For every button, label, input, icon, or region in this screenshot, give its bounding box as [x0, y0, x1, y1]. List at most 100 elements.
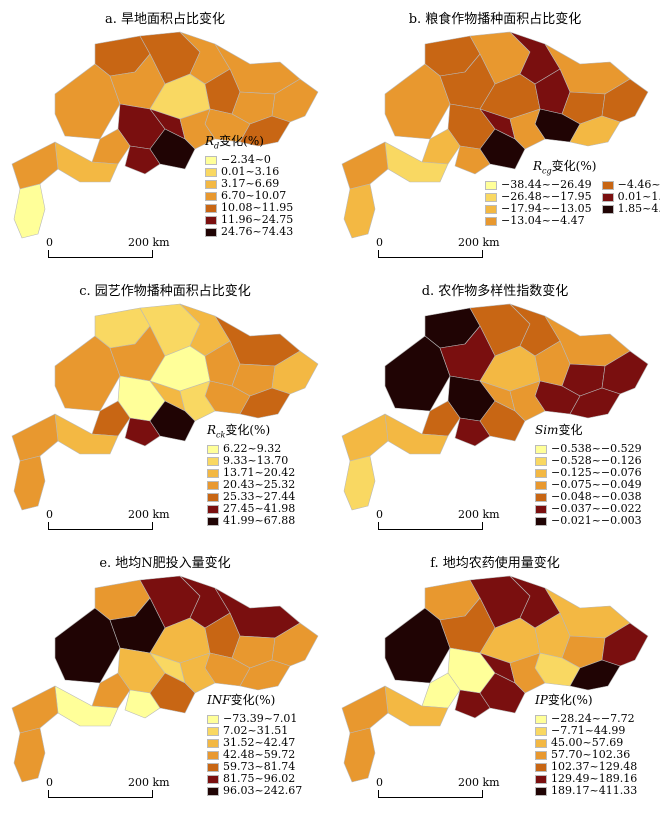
- choropleth-map: [341, 31, 649, 239]
- map-region: [124, 417, 161, 447]
- legend-swatch: [535, 774, 547, 784]
- map-region: [54, 335, 121, 412]
- legend-swatch: [207, 726, 219, 736]
- legend: Rd变化(%) −2.34~0 0.01~3.16 3.17~6.69 6.70…: [205, 135, 293, 238]
- legend-swatch: [485, 204, 497, 214]
- legend-item: 20.43~25.32: [207, 479, 295, 491]
- legend-swatch: [535, 714, 547, 724]
- legend-swatch: [207, 774, 219, 784]
- map-region: [13, 727, 46, 783]
- legend: Rcg变化(%) −38.44~−26.49 −4.46~0 −26.48~−1…: [485, 160, 660, 227]
- map-region: [479, 400, 526, 442]
- legend-swatch: [535, 504, 547, 514]
- legend-item: 24.76~74.43: [205, 226, 293, 238]
- legend-swatch: [535, 762, 547, 772]
- legend-item: 3.17~6.69: [205, 178, 293, 190]
- legend-swatch: [205, 203, 217, 213]
- legend-item: −26.48~−17.95: [485, 191, 592, 203]
- legend-item: 81.75~96.02: [207, 773, 302, 785]
- map-region: [149, 672, 196, 714]
- legend-item: 41.99~67.88: [207, 515, 295, 527]
- map-region: [13, 183, 46, 239]
- legend-item: 189.17~411.33: [535, 785, 637, 797]
- legend-item: −0.021~−0.003: [535, 515, 642, 527]
- map-region: [11, 413, 59, 462]
- map-region: [341, 141, 389, 190]
- panel-e: e. 地均N肥投入量变化 INF变化(%) −73.39~7.01 7.02~3…: [0, 544, 330, 816]
- legend-swatch: [601, 180, 614, 190]
- legend-item: 27.45~41.98: [207, 503, 295, 515]
- legend-swatch: [205, 227, 217, 237]
- legend-item: 10.08~11.95: [205, 202, 293, 214]
- map-region: [454, 689, 491, 719]
- legend-swatch: [535, 444, 547, 454]
- legend-title: Rck变化(%): [207, 423, 271, 440]
- legend-swatch: [535, 480, 547, 490]
- map-title: e. 地均N肥投入量变化: [99, 556, 231, 571]
- legend-item: −13.04~−4.47: [485, 215, 592, 227]
- map-region: [149, 128, 196, 170]
- legend-item: 129.49~189.16: [535, 773, 637, 785]
- legend-swatch: [205, 167, 217, 177]
- legend-swatch: [207, 480, 219, 490]
- legend: Rck变化(%) 6.22~9.32 9.33~13.70 13.71~20.4…: [207, 424, 295, 527]
- legend-item: 0.01~3.16: [205, 166, 293, 178]
- map-region: [479, 672, 526, 714]
- map-title: d. 农作物多样性指数变化: [421, 284, 569, 299]
- legend-title: Rd变化(%): [205, 134, 264, 151]
- map-region: [421, 672, 461, 709]
- map-region: [11, 141, 59, 190]
- legend-swatch: [535, 726, 547, 736]
- map-region: [149, 400, 196, 442]
- map-region: [384, 63, 451, 140]
- map-region: [569, 387, 621, 419]
- legend-title: Rcg变化(%): [533, 159, 597, 176]
- legend-item: 11.96~24.75: [205, 214, 293, 226]
- map-region: [384, 607, 451, 684]
- legend-swatch: [535, 468, 547, 478]
- legend-swatch: [601, 192, 614, 202]
- legend-swatch: [535, 456, 547, 466]
- legend: IP变化(%) −28.24~−7.72 −7.71~44.99 45.00~5…: [535, 694, 637, 797]
- legend-title: Sim变化: [535, 423, 583, 437]
- legend-item: −73.39~7.01: [207, 713, 302, 725]
- legend-swatch: [535, 492, 547, 502]
- legend-swatch: [535, 516, 547, 526]
- map-region: [91, 400, 131, 437]
- map-region: [421, 400, 461, 437]
- map-region: [569, 115, 621, 147]
- legend-swatch: [485, 216, 497, 226]
- legend-swatch: [207, 444, 219, 454]
- legend-item: 7.02~31.51: [207, 725, 302, 737]
- legend-item: −4.46~0: [601, 179, 660, 191]
- legend-item: 6.22~9.32: [207, 443, 295, 455]
- legend-swatch: [205, 155, 217, 165]
- legend-item: −0.538~−0.529: [535, 443, 642, 455]
- legend-swatch: [207, 516, 219, 526]
- legend-swatch: [207, 786, 219, 796]
- map-region: [384, 335, 451, 412]
- map-title: b. 粮食作物播种面积占比变化: [408, 12, 582, 27]
- map-region: [124, 689, 161, 719]
- legend-item: −38.44~−26.49: [485, 179, 592, 191]
- legend-item: 9.33~13.70: [207, 455, 295, 467]
- choropleth-map: [11, 575, 319, 783]
- map-region: [91, 672, 131, 709]
- map-title: c. 园艺作物播种面积占比变化: [79, 284, 251, 299]
- map-region: [343, 727, 376, 783]
- legend-swatch: [207, 468, 219, 478]
- map-region: [569, 659, 621, 691]
- legend-title: IP变化(%): [535, 693, 593, 707]
- legend-item: 59.73~81.74: [207, 761, 302, 773]
- panel-f: f. 地均农药使用量变化 IP变化(%) −28.24~−7.72 −7.71~…: [330, 544, 660, 816]
- legend-swatch: [535, 786, 547, 796]
- map-region: [421, 128, 461, 165]
- map-region: [341, 685, 389, 734]
- legend-item: −17.94~−13.05: [485, 203, 592, 215]
- legend-item: 57.70~102.36: [535, 749, 637, 761]
- panel-a: a. 旱地面积占比变化 Rd变化(%) −2.34~0 0.01~3.16 3.…: [0, 0, 330, 272]
- legend-swatch: [205, 179, 217, 189]
- legend-swatch: [485, 192, 497, 202]
- panel-b: b. 粮食作物播种面积占比变化 Rcg变化(%) −38.44~−26.49 −…: [330, 0, 660, 272]
- map-title: a. 旱地面积占比变化: [104, 12, 225, 27]
